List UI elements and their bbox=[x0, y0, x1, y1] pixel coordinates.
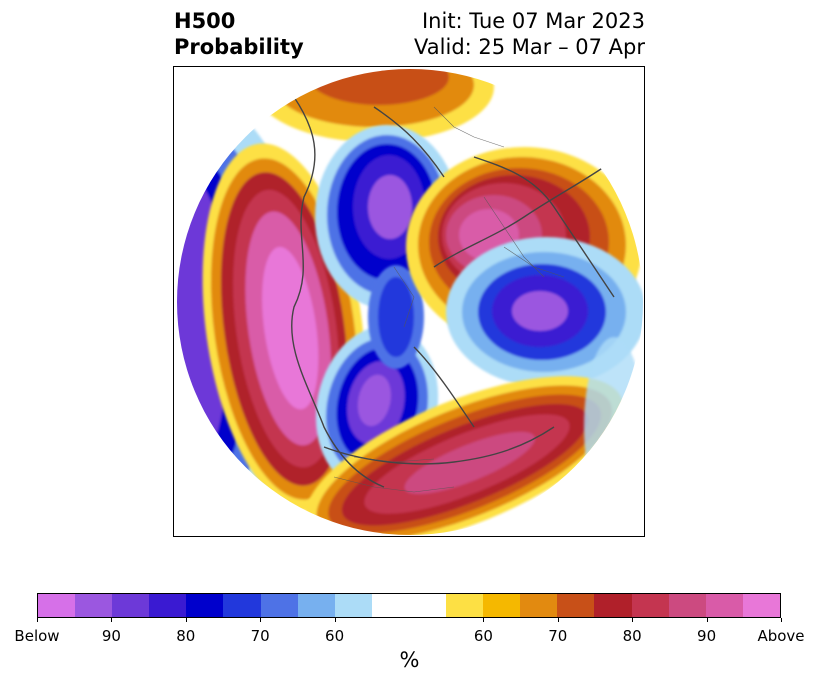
colorbar-tick bbox=[260, 618, 262, 622]
colorbar-tick-label: 80 bbox=[622, 627, 642, 645]
colorbar-tick-label: Above bbox=[757, 627, 805, 645]
above-anomaly-southern-us bbox=[304, 376, 624, 535]
colorbar-cell bbox=[223, 594, 261, 617]
colorbar-cell bbox=[408, 594, 447, 617]
colorbar-tick-label: 80 bbox=[176, 627, 196, 645]
above-anomaly-north-pacific-top bbox=[254, 69, 494, 142]
map-title: H500 Probability bbox=[174, 8, 304, 60]
coastlines bbox=[291, 96, 615, 488]
colorbar-cell bbox=[742, 594, 780, 617]
colorbar-cell bbox=[668, 594, 706, 617]
below-anomaly-nw-europe bbox=[446, 237, 643, 387]
colorbar-cell bbox=[112, 594, 150, 617]
colorbar-tick-label: 90 bbox=[697, 627, 717, 645]
colorbar-tick bbox=[483, 618, 485, 622]
colorbar-tick bbox=[632, 618, 634, 622]
colorbar-cell bbox=[594, 594, 632, 617]
below-anomaly-siberia bbox=[315, 325, 439, 489]
colorbar bbox=[37, 593, 781, 618]
init-date: Init: Tue 07 Mar 2023 bbox=[421, 9, 645, 33]
valid-date: Valid: 25 Mar – 07 Apr bbox=[414, 35, 645, 59]
colorbar-cell bbox=[705, 594, 743, 617]
colorbar-cell bbox=[297, 594, 335, 617]
colorbar-cell bbox=[371, 594, 409, 617]
colorbar-cell bbox=[520, 594, 558, 617]
colorbar-tick bbox=[781, 618, 782, 622]
colorbar-tick-label: 60 bbox=[325, 627, 345, 645]
colorbar-cell bbox=[186, 594, 224, 617]
colorbar-unit-label: % bbox=[399, 648, 420, 672]
colorbar-tick bbox=[706, 618, 708, 622]
colorbar-cell bbox=[483, 594, 521, 617]
colorbar-cell bbox=[446, 594, 484, 617]
probability-map bbox=[177, 69, 643, 535]
colorbar-tick bbox=[111, 618, 113, 622]
colorbar-tick-label: 90 bbox=[101, 627, 121, 645]
colorbar-cell bbox=[334, 594, 372, 617]
colorbar-cell bbox=[75, 594, 113, 617]
map-dates: Init: Tue 07 Mar 2023 Valid: 25 Mar – 07… bbox=[414, 8, 645, 60]
colorbar-tick-label: 70 bbox=[548, 627, 568, 645]
colorbar-cell bbox=[557, 594, 595, 617]
political-borders bbox=[333, 106, 565, 493]
colorbar-cell bbox=[631, 594, 669, 617]
colorbar-tick bbox=[557, 618, 559, 622]
title-type: Probability bbox=[174, 35, 304, 59]
colorbar-tick-label: Below bbox=[14, 627, 60, 645]
colorbar-cell bbox=[260, 594, 298, 617]
map-panel bbox=[173, 66, 645, 537]
colorbar-tick bbox=[185, 618, 187, 622]
below-fringe-atlantic bbox=[584, 337, 643, 517]
colorbar-cell bbox=[149, 594, 187, 617]
colorbar-tick bbox=[37, 618, 38, 622]
colorbar-tick-label: 60 bbox=[473, 627, 493, 645]
colorbar-tick bbox=[334, 618, 336, 622]
title-variable: H500 bbox=[174, 9, 236, 33]
colorbar-ticks: Below 90 80 70 60 60 70 80 90 Above bbox=[14, 618, 805, 648]
colorbar-cell bbox=[38, 594, 76, 617]
colorbar-tick-label: 70 bbox=[250, 627, 270, 645]
